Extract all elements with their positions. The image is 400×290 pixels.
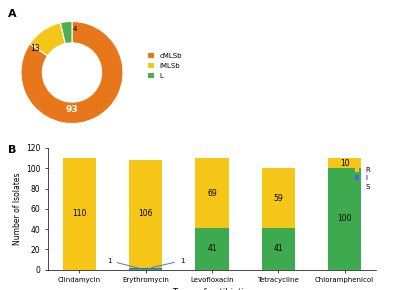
Text: A: A [8,9,17,19]
Text: 106: 106 [138,209,153,218]
Text: 1: 1 [107,258,140,269]
Text: 10: 10 [340,159,349,168]
Legend: R, I, S: R, I, S [352,164,372,193]
X-axis label: Types of antibiotics: Types of antibiotics [172,287,252,290]
Bar [196,228,228,270]
Text: 41: 41 [274,244,283,253]
Bar [328,168,361,270]
Wedge shape [60,21,72,44]
Text: 59: 59 [273,194,283,203]
Wedge shape [21,21,123,124]
Bar [262,168,295,228]
Bar [196,158,228,228]
Bar [63,158,96,270]
Wedge shape [30,23,65,56]
Y-axis label: Number of Isolates: Number of Isolates [13,173,22,245]
Bar [129,160,162,268]
Text: 41: 41 [207,244,217,253]
Bar [328,158,361,168]
Text: 4: 4 [72,26,77,32]
Bar [129,269,162,270]
Bar [129,268,162,269]
Text: 13: 13 [30,44,40,52]
Text: B: B [8,145,16,155]
Text: 1: 1 [152,258,184,268]
Text: 100: 100 [337,214,352,224]
Text: 69: 69 [207,188,217,197]
Text: 110: 110 [72,209,87,218]
Legend: cMLSb, iMLSb, L: cMLSb, iMLSb, L [146,50,185,82]
Text: 93: 93 [66,105,78,114]
Bar [262,228,295,270]
